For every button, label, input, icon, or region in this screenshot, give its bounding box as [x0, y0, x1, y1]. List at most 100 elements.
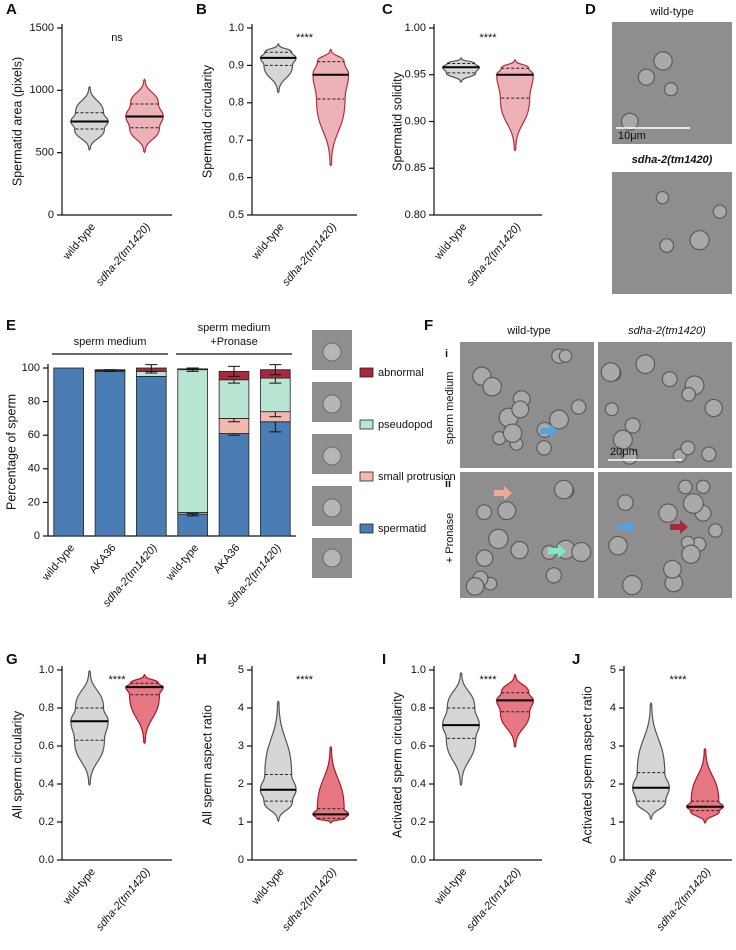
- x-tick-label: wild-type: [432, 221, 470, 263]
- legend-label: abnormal: [378, 367, 424, 379]
- legend-label: spermatid: [378, 523, 426, 535]
- cell: [571, 541, 592, 563]
- legend-label: pseudopod: [378, 419, 432, 431]
- bar-segment: [136, 375, 167, 537]
- panel-letter: E: [6, 317, 16, 334]
- y-tick-label: 500: [36, 147, 54, 159]
- x-tick-label: wild-type: [249, 866, 287, 908]
- y-tick-label: 0.2: [39, 816, 54, 828]
- violin: [70, 669, 109, 787]
- legend-label: small protrusion: [378, 471, 456, 483]
- violin: [686, 747, 724, 825]
- error-bar: [269, 364, 282, 376]
- y-axis-label: Spermatid circularity: [200, 64, 214, 178]
- y-axis-label: All sperm aspect ratio: [200, 705, 214, 825]
- y-tick-label: 60: [28, 429, 40, 441]
- cell: [677, 479, 693, 495]
- x-tick-label: sdha-2(tm1420): [464, 221, 523, 288]
- panel-letter: J: [572, 651, 580, 668]
- cell: [659, 238, 675, 253]
- bar-segment: [260, 377, 291, 413]
- y-tick-label: 0.85: [405, 162, 426, 174]
- y-tick-label: 1.00: [405, 22, 426, 34]
- cell: [600, 362, 621, 383]
- panel-letter: I: [382, 651, 386, 668]
- cell: [663, 82, 679, 97]
- y-tick-label: 2: [238, 778, 244, 790]
- y-tick-label: 3: [238, 740, 244, 752]
- x-tick-label: sdha-2(tm1420): [464, 866, 523, 933]
- arrow: [618, 520, 636, 534]
- legend-swatch: [359, 471, 374, 482]
- cell: [708, 523, 723, 538]
- violin: [442, 56, 480, 84]
- panel-letter: C: [382, 1, 393, 18]
- image-title: wild-type: [649, 6, 693, 18]
- y-tick-label: 0.0: [39, 854, 54, 866]
- cell: [680, 440, 696, 456]
- cell: [624, 417, 641, 434]
- thumbnail-cell: [322, 446, 342, 466]
- panel-letter: A: [6, 1, 17, 18]
- cell: [701, 446, 717, 462]
- y-tick-label: 0.6: [39, 740, 54, 752]
- x-tick-label: wild-type: [432, 866, 470, 908]
- y-tick-label: 0.90: [405, 115, 426, 127]
- cell: [604, 402, 619, 417]
- y-tick-label: 0.4: [411, 778, 426, 790]
- cell: [548, 409, 570, 430]
- y-axis-label: Spermatid area (pixels): [10, 57, 24, 186]
- row-condition: + Pronase: [444, 513, 456, 563]
- bar-segment: [260, 421, 291, 537]
- legend-swatch: [359, 523, 374, 534]
- y-axis-label: Percentage of sperm: [4, 394, 18, 510]
- cell: [482, 376, 503, 397]
- x-tick-label: wild-type: [163, 542, 201, 584]
- y-tick-label: 0: [34, 530, 40, 542]
- panel-letter: D: [585, 1, 596, 18]
- panel-letter: B: [196, 1, 207, 18]
- bar-segment: [94, 369, 126, 371]
- cell: [545, 567, 563, 584]
- cell: [681, 544, 701, 564]
- y-tick-label: 0: [238, 854, 244, 866]
- y-axis-label: Activated sperm circularity: [390, 691, 404, 838]
- panel-letter: G: [6, 651, 18, 668]
- violin: [259, 42, 297, 94]
- violin: [70, 85, 109, 151]
- x-tick-label: wild-type: [39, 542, 77, 584]
- cell: [653, 51, 673, 71]
- cell: [635, 354, 656, 375]
- violin: [632, 702, 670, 821]
- cell: [511, 400, 530, 419]
- x-tick-label: sdha-2(tm1420): [654, 866, 713, 933]
- y-tick-label: 1: [238, 816, 244, 828]
- legend-swatch: [359, 419, 374, 430]
- cell: [689, 230, 710, 251]
- y-axis-label: All sperm circularity: [10, 710, 24, 819]
- y-tick-label: 20: [28, 496, 40, 508]
- cell: [682, 493, 704, 514]
- error-bar: [145, 364, 158, 372]
- row-number: ii: [445, 478, 451, 490]
- micrograph: [612, 172, 732, 294]
- arrow: [540, 424, 558, 438]
- y-tick-label: 0.6: [411, 740, 426, 752]
- panel-letter: F: [424, 317, 433, 334]
- cell: [465, 577, 485, 596]
- y-tick-label: 3: [610, 740, 616, 752]
- y-tick-label: 4: [610, 702, 616, 714]
- x-tick-label: wild-type: [249, 221, 287, 263]
- violin: [442, 671, 480, 787]
- cell: [608, 535, 628, 556]
- cell: [637, 68, 656, 86]
- cell: [510, 540, 529, 560]
- y-axis-label: Spermatid solidity: [390, 71, 404, 170]
- group-label: sperm medium: [198, 322, 271, 334]
- x-tick-label: AKA36: [87, 542, 118, 576]
- x-tick-label: sdha-2(tm1420): [94, 866, 153, 933]
- x-tick-label: wild-type: [60, 866, 98, 908]
- group-label: +Pronase: [210, 336, 257, 348]
- y-tick-label: 1.0: [411, 664, 426, 676]
